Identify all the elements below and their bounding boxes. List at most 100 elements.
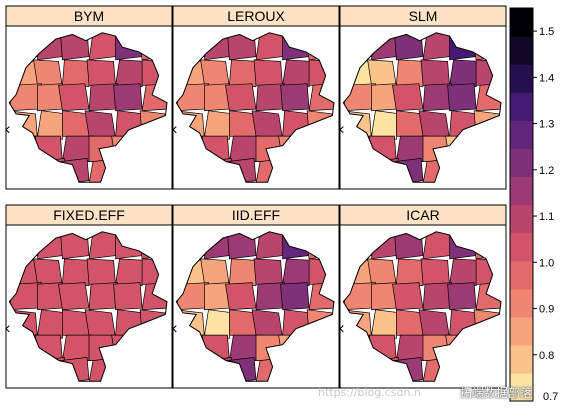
map-region	[229, 59, 259, 88]
map-region	[200, 258, 230, 287]
map-region	[229, 110, 257, 140]
legend-frame	[509, 7, 534, 402]
map-outline	[342, 231, 502, 382]
map-region	[280, 83, 310, 112]
map-region	[251, 309, 284, 339]
legend-swatch	[510, 372, 533, 402]
legend-tick-label: 0.7	[543, 391, 558, 403]
color-legend: 0.8 0.9 1.0 1.1 1.2 1.3 1.4 1.5 0.7	[509, 7, 558, 403]
map-region	[396, 309, 424, 339]
map-panel: IID.EFF	[172, 204, 340, 389]
panel-title: FIXED.EFF	[53, 207, 125, 223]
panel-title: ICAR	[406, 207, 439, 223]
map-edge-mark	[5, 126, 10, 134]
map-region	[418, 309, 451, 339]
panel-title: BYM	[74, 8, 104, 24]
map-outline	[342, 32, 502, 183]
map-region	[88, 282, 118, 311]
map-region	[251, 110, 284, 140]
legend-swatch	[510, 36, 533, 65]
legend-tick-label: 1.0	[539, 257, 554, 269]
map-region	[371, 110, 401, 140]
map-region	[228, 334, 261, 361]
legend-swatch	[510, 92, 533, 121]
map-region	[282, 59, 314, 88]
map-edge-mark	[172, 126, 177, 134]
legend-tick-label: 0.8	[539, 350, 554, 362]
map-region	[62, 110, 90, 140]
legend-swatch	[510, 232, 533, 262]
legend-swatch	[510, 344, 533, 374]
map-outline	[8, 32, 168, 183]
map-region	[86, 258, 116, 287]
map-region	[61, 334, 94, 361]
map-region	[418, 110, 451, 140]
map-region	[422, 83, 452, 112]
map-region	[367, 258, 397, 287]
map-region	[62, 258, 92, 287]
legend-tick-label: 1.2	[539, 165, 554, 177]
map-region	[88, 83, 118, 112]
map-outline	[8, 231, 168, 382]
map-edge-mark	[339, 325, 344, 333]
map-region	[253, 59, 283, 88]
map-region	[86, 59, 116, 88]
map-region	[228, 135, 261, 162]
map-region	[37, 309, 67, 339]
map-region	[449, 258, 481, 287]
legend-tick-label: 1.3	[539, 119, 554, 131]
panel-title: LEROUX	[227, 8, 285, 24]
map-panel: ICAR	[339, 204, 507, 389]
map-region	[204, 309, 234, 339]
map-region	[84, 110, 117, 140]
map-region	[367, 59, 397, 88]
map-region	[58, 282, 90, 311]
map-region	[395, 334, 428, 361]
map-region	[392, 83, 424, 112]
map-region	[371, 309, 401, 339]
map-panel: BYM	[5, 5, 173, 190]
map-panel: SLM	[339, 5, 507, 190]
panel-title: IID.EFF	[232, 207, 280, 223]
map-region	[204, 110, 234, 140]
map-region	[37, 110, 67, 140]
map-region	[447, 282, 477, 311]
map-region	[395, 135, 428, 162]
map-edge-mark	[5, 325, 10, 333]
map-region	[422, 282, 452, 311]
map-region	[225, 282, 257, 311]
legend-swatch	[510, 176, 533, 206]
map-region	[420, 59, 450, 88]
watermark-url: https://blog.csdn.n	[318, 386, 421, 399]
map-outline	[175, 32, 335, 183]
legend-tick-label: 1.5	[539, 26, 554, 38]
map-region	[115, 258, 147, 287]
map-region	[396, 59, 426, 88]
legend-tick-label: 0.9	[539, 304, 554, 316]
legend-swatch	[510, 204, 533, 234]
map-region	[113, 282, 143, 311]
map-region	[396, 110, 424, 140]
map-region	[115, 59, 147, 88]
legend-swatch	[510, 288, 533, 318]
map-region	[255, 83, 285, 112]
panel-title: SLM	[409, 8, 438, 24]
map-panel: FIXED.EFF	[5, 204, 173, 389]
map-region	[113, 83, 143, 112]
legend-swatch	[510, 316, 533, 346]
map-region	[33, 59, 63, 88]
map-region	[62, 309, 90, 339]
map-region	[225, 83, 257, 112]
watermark-brand: 拓端数据部落	[460, 386, 533, 400]
map-region	[392, 282, 424, 311]
legend-swatch	[510, 8, 533, 37]
map-region	[33, 258, 63, 287]
legend-swatch	[510, 64, 533, 93]
map-region	[420, 258, 450, 287]
map-region	[61, 135, 94, 162]
map-panel: LEROUX	[172, 5, 340, 190]
map-region	[229, 258, 259, 287]
map-edge-mark	[339, 126, 344, 134]
